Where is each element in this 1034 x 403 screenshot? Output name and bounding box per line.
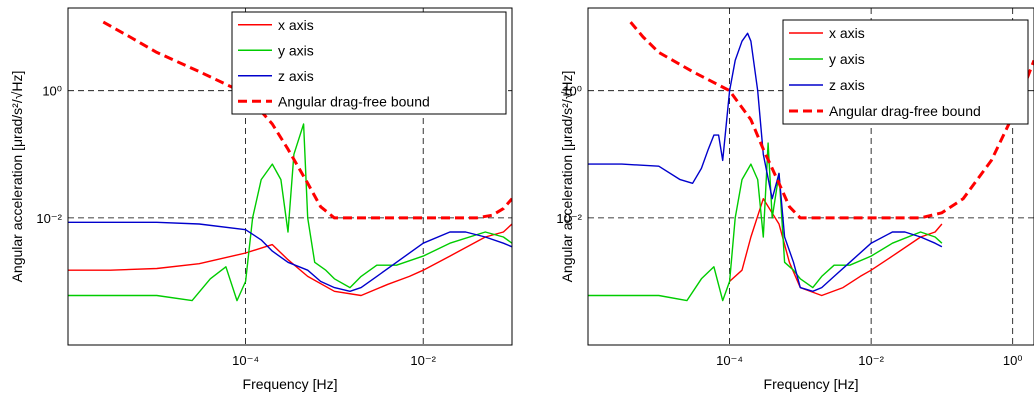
legend-label-2: y axis [278,42,314,58]
y-tick-label: 10⁻² [556,211,582,226]
series-line-3 [68,221,512,292]
y-tick-label: 10⁰ [562,84,582,99]
series-line-1 [729,198,943,297]
x-tick-label: 10⁻² [858,353,884,368]
series-line-2 [68,123,512,302]
series-line-2 [588,142,943,302]
chart-panel-2: 10⁻⁴ 10⁻² 10⁰ 10⁻² 10⁰ Frequency [Hz] Angular … [556,7,1034,392]
x-axis-label: Frequency [Hz] [764,376,859,392]
series-line-4 [629,21,1034,220]
y-tick-label: 10⁰ [42,84,62,99]
series-group [68,20,512,302]
legend-label-3: z axis [829,77,865,93]
legend-label-1: x axis [278,17,314,33]
y-axis-label: Angular acceleration [μrad/s²/√Hz] [559,71,575,283]
legend-label-2: y axis [829,51,865,67]
legend-box [231,11,507,115]
series-line-1 [68,223,512,297]
x-axis-label: Frequency [Hz] [243,376,338,392]
legend-label-1: x axis [829,25,865,41]
chart-panel-1: 10⁻⁴ 10⁻² 10⁻² 10⁰ Frequency [Hz] Angular acc… [9,7,513,392]
legend-label-4: Angular drag-free bound [278,93,430,109]
y-axis-label: Angular acceleration [μrad/s²/√Hz] [9,71,25,283]
axes-box [587,7,1034,346]
legend-label-4: Angular drag-free bound [829,103,981,119]
legend-box [782,19,1029,125]
x-tick-label: 10⁻⁴ [716,353,743,368]
y-tick-label: 10⁻² [36,211,62,226]
x-tick-label: 10⁻⁴ [232,353,259,368]
x-tick-label: 10⁰ [1003,353,1023,368]
series-line-4 [102,20,512,220]
axes-box [67,7,513,346]
series-line-3 [588,32,943,292]
legend-label-3: z axis [278,68,314,84]
x-tick-label: 10⁻² [410,353,436,368]
legend: x axis y axis z axis Angular drag-free boun… [231,11,507,115]
legend: x axis y axis z axis Angular drag-free boun… [782,19,1029,125]
series-group [588,21,1034,302]
